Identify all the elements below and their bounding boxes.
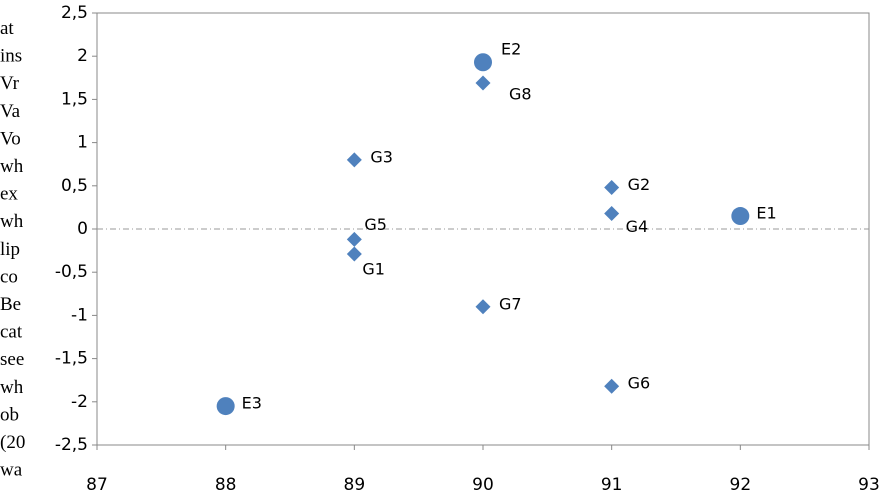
y-tick-label: -2,5 [55, 435, 88, 455]
background-text: see [0, 349, 24, 370]
point [474, 53, 492, 72]
point [346, 231, 362, 247]
y-tick-label: 1 [77, 133, 88, 153]
background-text: (20 [0, 432, 25, 453]
y-tick-label: -0,5 [55, 262, 88, 282]
background-text: co [0, 266, 18, 287]
background-text: ex [0, 184, 18, 205]
y-tick-label: -2 [71, 392, 88, 412]
point-label: E2 [501, 40, 521, 59]
point [216, 397, 235, 416]
background-text: Vr [0, 73, 20, 94]
background-text: cat [0, 322, 23, 343]
point [346, 246, 362, 262]
point-label: G3 [370, 147, 393, 166]
x-tick-label: 93 [858, 475, 880, 495]
y-tick-label: 0 [77, 219, 88, 239]
background-text: lip [0, 239, 20, 260]
y-tick-label: 1,5 [61, 89, 88, 109]
point [475, 75, 491, 91]
x-tick-label: 87 [86, 475, 108, 495]
point-label: G7 [499, 294, 522, 313]
point-label: G5 [364, 215, 387, 234]
background-text: at [0, 18, 14, 39]
background-text: wh [0, 156, 24, 177]
y-tick-label: -1 [71, 305, 88, 325]
background-text: wh [0, 211, 24, 232]
point [731, 207, 750, 226]
background-text: wh [0, 377, 24, 398]
point-label: G8 [509, 84, 532, 103]
point-label: E1 [756, 204, 776, 223]
background-text: Va [0, 101, 21, 122]
point [604, 180, 620, 196]
background-text: Be [0, 294, 21, 315]
x-tick-label: 92 [730, 475, 752, 495]
y-tick-label: 2 [77, 46, 88, 66]
background-text: Vo [0, 128, 21, 149]
y-tick-label: 0,5 [61, 176, 88, 196]
background-text: ins [0, 46, 22, 67]
background-text: ob [0, 404, 19, 425]
point [346, 152, 362, 168]
x-tick-label: 91 [601, 475, 623, 495]
point-label: G2 [628, 175, 651, 194]
point [604, 205, 620, 221]
x-tick-label: 89 [344, 475, 366, 495]
y-tick-label: -1,5 [55, 349, 88, 369]
y-tick-label: 2,5 [61, 3, 88, 23]
point-label: G1 [362, 260, 385, 279]
x-tick-label: 90 [472, 475, 494, 495]
point-label: G4 [626, 217, 649, 236]
background-text: wa [0, 460, 23, 481]
point [604, 378, 620, 394]
x-tick-label: 88 [215, 475, 237, 495]
point [475, 299, 491, 315]
point-label: G6 [628, 374, 651, 393]
point-label: E3 [242, 394, 262, 413]
